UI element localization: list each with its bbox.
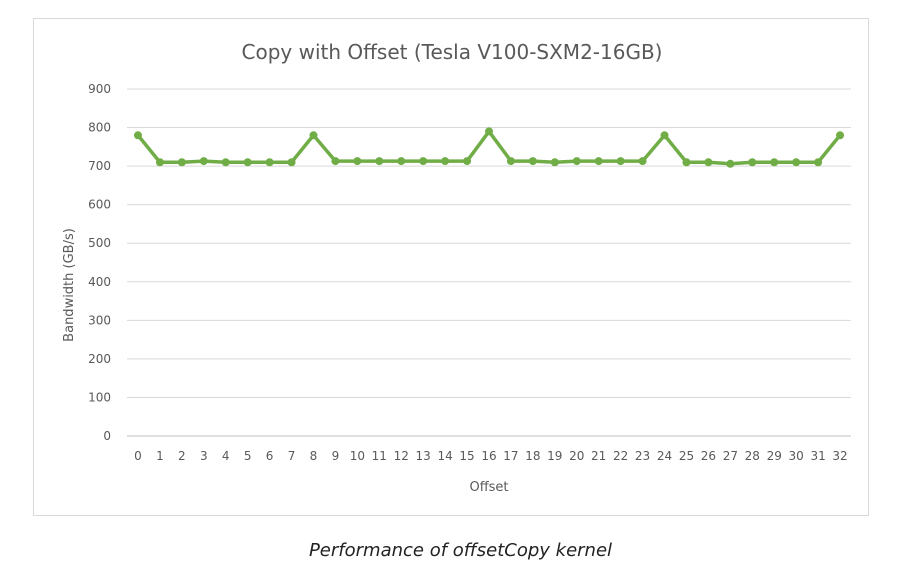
- x-tick-label: 0: [134, 449, 142, 463]
- x-tick-label: 13: [416, 449, 431, 463]
- chart-frame: Copy with Offset (Tesla V100-SXM2-16GB) …: [33, 18, 869, 516]
- data-point: [485, 127, 493, 136]
- data-point: [309, 131, 318, 140]
- x-axis-label: Offset: [469, 480, 508, 495]
- x-tick-label: 26: [701, 449, 716, 463]
- x-tick-label: 17: [503, 449, 518, 463]
- y-tick-label: 600: [88, 198, 111, 212]
- data-point: [638, 157, 647, 166]
- data-point: [133, 131, 142, 140]
- data-point: [660, 131, 669, 140]
- chart-svg: Copy with Offset (Tesla V100-SXM2-16GB) …: [62, 40, 851, 495]
- y-tick-label: 900: [88, 82, 111, 96]
- y-tick-label: 300: [88, 313, 111, 327]
- x-tick-labels: 0 1 2 3 4 5 6 7 8 9 10 11 12 13 14 15 16 17 18 19 20 21 22 23 24…: [134, 449, 848, 463]
- x-tick-label: 9: [332, 449, 340, 463]
- x-tick-label: 25: [679, 449, 694, 463]
- data-point: [704, 158, 713, 167]
- y-tick-label: 500: [88, 236, 111, 250]
- x-tick-label: 31: [810, 449, 825, 463]
- y-tick-label: 0: [103, 429, 111, 443]
- y-tick-label: 200: [88, 352, 111, 366]
- x-tick-label: 20: [569, 449, 584, 463]
- x-tick-label: 4: [222, 449, 230, 463]
- data-point: [419, 157, 428, 166]
- y-tick-label: 100: [88, 390, 111, 404]
- data-point: [243, 158, 252, 167]
- x-tick-label: 21: [591, 449, 606, 463]
- data-point: [616, 157, 625, 166]
- data-point: [814, 158, 823, 167]
- data-point: [199, 157, 208, 166]
- x-tick-label: 27: [723, 449, 738, 463]
- x-tick-label: 12: [394, 449, 409, 463]
- x-tick-label: 22: [613, 449, 628, 463]
- data-point: [265, 158, 274, 167]
- data-point: [572, 157, 581, 166]
- data-point: [463, 157, 472, 166]
- y-tick-label: 800: [88, 121, 111, 135]
- x-tick-label: 29: [767, 449, 782, 463]
- data-point: [287, 158, 296, 167]
- data-point: [748, 158, 757, 167]
- data-point: [353, 157, 362, 166]
- x-tick-label: 11: [372, 449, 387, 463]
- x-tick-label: 7: [288, 449, 296, 463]
- data-point: [441, 157, 450, 166]
- data-point: [506, 157, 515, 166]
- x-tick-label: 30: [789, 449, 804, 463]
- y-tick-label: 400: [88, 275, 111, 289]
- x-tick-label: 10: [350, 449, 365, 463]
- x-tick-label: 23: [635, 449, 650, 463]
- data-point: [836, 131, 845, 140]
- series-polyline: [136, 129, 842, 166]
- x-tick-label: 28: [745, 449, 760, 463]
- gridlines: [127, 88, 851, 437]
- data-point: [155, 158, 164, 167]
- x-tick-label: 24: [657, 449, 672, 463]
- x-tick-label: 32: [832, 449, 847, 463]
- x-tick-label: 6: [266, 449, 274, 463]
- data-point: [221, 158, 230, 167]
- x-tick-label: 19: [547, 449, 562, 463]
- y-tick-label: 700: [88, 159, 111, 173]
- data-point: [331, 157, 340, 166]
- data-point: [397, 157, 406, 166]
- data-point: [375, 157, 384, 166]
- y-tick-labels: 0 100 200 300 400 500 600 700 800 900: [88, 82, 111, 443]
- data-point: [770, 158, 779, 167]
- data-point: [177, 158, 186, 167]
- data-point: [528, 157, 537, 166]
- x-tick-label: 18: [525, 449, 540, 463]
- data-point: [726, 159, 735, 168]
- x-tick-label: 15: [459, 449, 474, 463]
- data-point: [550, 158, 559, 167]
- data-point: [792, 158, 801, 167]
- x-tick-label: 16: [481, 449, 496, 463]
- series-points: [133, 127, 845, 168]
- x-tick-label: 5: [244, 449, 252, 463]
- data-point: [682, 158, 691, 167]
- figure-caption: Performance of offsetCopy kernel: [308, 540, 613, 561]
- data-point: [594, 157, 603, 166]
- x-tick-label: 2: [178, 449, 186, 463]
- y-axis-label: Bandwidth (GB/s): [62, 228, 77, 342]
- x-tick-label: 8: [310, 449, 318, 463]
- x-tick-label: 3: [200, 449, 208, 463]
- x-tick-label: 1: [156, 449, 164, 463]
- x-tick-label: 14: [437, 449, 452, 463]
- chart-title: Copy with Offset (Tesla V100-SXM2-16GB): [242, 40, 663, 64]
- series-line: [136, 129, 842, 166]
